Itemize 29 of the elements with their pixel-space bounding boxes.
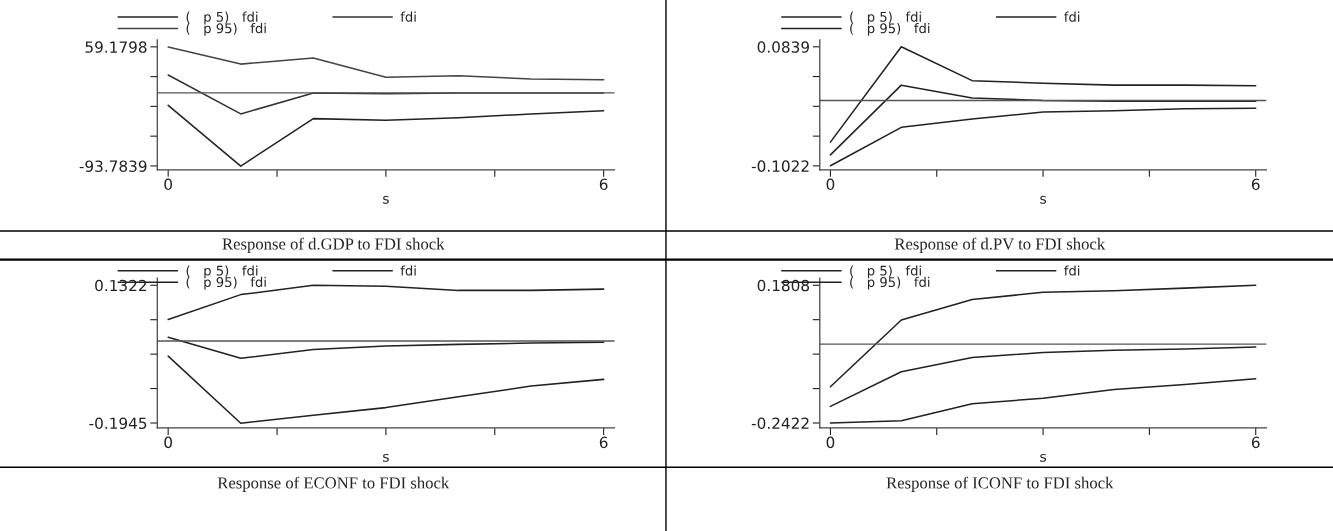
y-tick-label: -0.1022 [751, 160, 809, 172]
x-tick-label: 0 [164, 436, 173, 449]
text: Response of ECONF to FDI shock [217, 476, 450, 492]
x-axis-title: s [383, 195, 389, 204]
text: Response of ICONF to FDI shock [886, 476, 1114, 492]
y-tick-label: 0.1322 [95, 279, 147, 292]
y-tick-label: 59.1798 [85, 41, 147, 53]
y-tick-label: 0.0839 [757, 41, 809, 53]
x-tick-label: 0 [826, 178, 835, 191]
x-tick-label: 0 [164, 178, 173, 191]
legend-label: fdi [400, 265, 416, 276]
x-axis-title: s [1040, 195, 1047, 204]
text: Response of d.GDP to FDI shock [222, 237, 445, 253]
y-tick-label: -0.2422 [751, 417, 809, 430]
x-axis-title: s [383, 453, 389, 462]
x-tick-label: 6 [1251, 178, 1260, 191]
legend-label: ( p 95) fdi [850, 276, 930, 290]
x-tick-label: 6 [599, 436, 608, 449]
x-tick-label: 6 [1251, 436, 1260, 449]
y-tick-label: -93.7839 [79, 160, 147, 172]
legend-label: ( p 95) fdi [850, 23, 930, 36]
legend-label: fdi [400, 11, 416, 22]
text: Response of d.PV to FDI shock [894, 237, 1106, 253]
legend-label: fdi [1064, 11, 1080, 22]
y-tick-label: -0.1945 [89, 417, 147, 430]
x-tick-label: 6 [599, 178, 608, 191]
x-axis-title: s [1040, 453, 1047, 462]
legend-label: fdi [1064, 265, 1080, 276]
x-tick-label: 0 [826, 436, 835, 449]
